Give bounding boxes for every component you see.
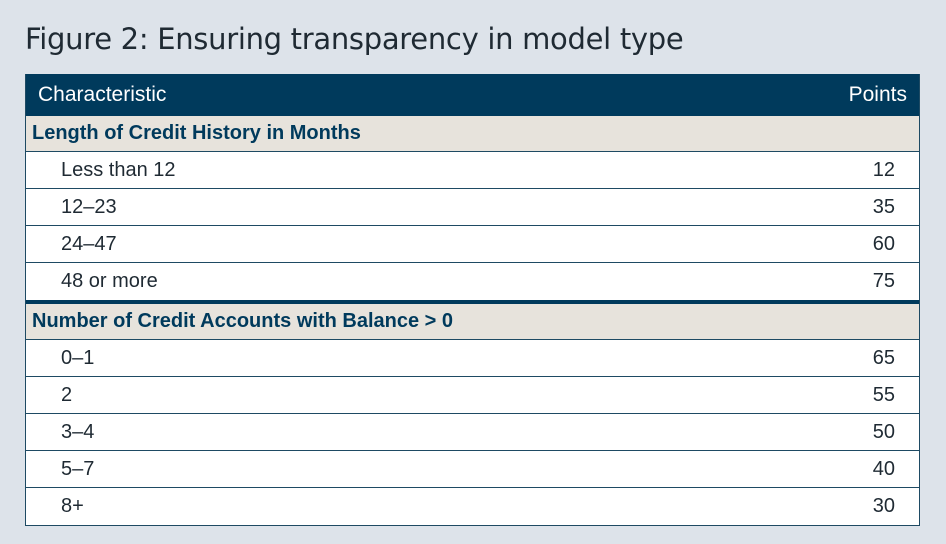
figure-title: Figure 2: Ensuring transparency in model… (25, 22, 684, 56)
table-row: 12–23 35 (26, 189, 919, 226)
row-points: 40 (872, 457, 895, 480)
row-range: 24–47 (61, 232, 117, 255)
row-range: 0–1 (61, 346, 95, 369)
table-row: 5–7 40 (26, 451, 919, 488)
scorecard-table: Characteristic Points Length of Credit H… (25, 74, 920, 526)
row-points: 65 (872, 346, 895, 369)
table-row: 3–4 50 (26, 414, 919, 451)
table-row: Less than 12 12 (26, 152, 919, 189)
header-characteristic: Characteristic (38, 83, 167, 106)
row-points: 50 (872, 420, 895, 443)
row-range: 8+ (61, 495, 84, 517)
table-row: 24–47 60 (26, 226, 919, 263)
row-points: 75 (872, 270, 895, 292)
section-divider (26, 300, 919, 304)
row-range: 12–23 (61, 195, 117, 218)
row-range: Less than 12 (61, 158, 176, 181)
row-points: 55 (872, 383, 895, 406)
table-row: 0–1 65 (26, 340, 919, 377)
row-range: 5–7 (61, 457, 95, 480)
section-header: Length of Credit History in Months (26, 116, 919, 152)
section-header: Number of Credit Accounts with Balance >… (26, 304, 919, 340)
row-range: 2 (61, 383, 73, 406)
table-row: 8+ 30 (26, 488, 919, 525)
row-points: 35 (872, 195, 895, 218)
row-points: 60 (872, 232, 895, 255)
table-header: Characteristic Points (26, 74, 919, 116)
table-row: 48 or more 75 (26, 263, 919, 300)
header-points: Points (848, 83, 907, 106)
row-range: 3–4 (61, 420, 95, 443)
row-points: 12 (872, 158, 895, 181)
row-points: 30 (872, 495, 895, 517)
table-row: 2 55 (26, 377, 919, 414)
row-range: 48 or more (61, 270, 158, 292)
